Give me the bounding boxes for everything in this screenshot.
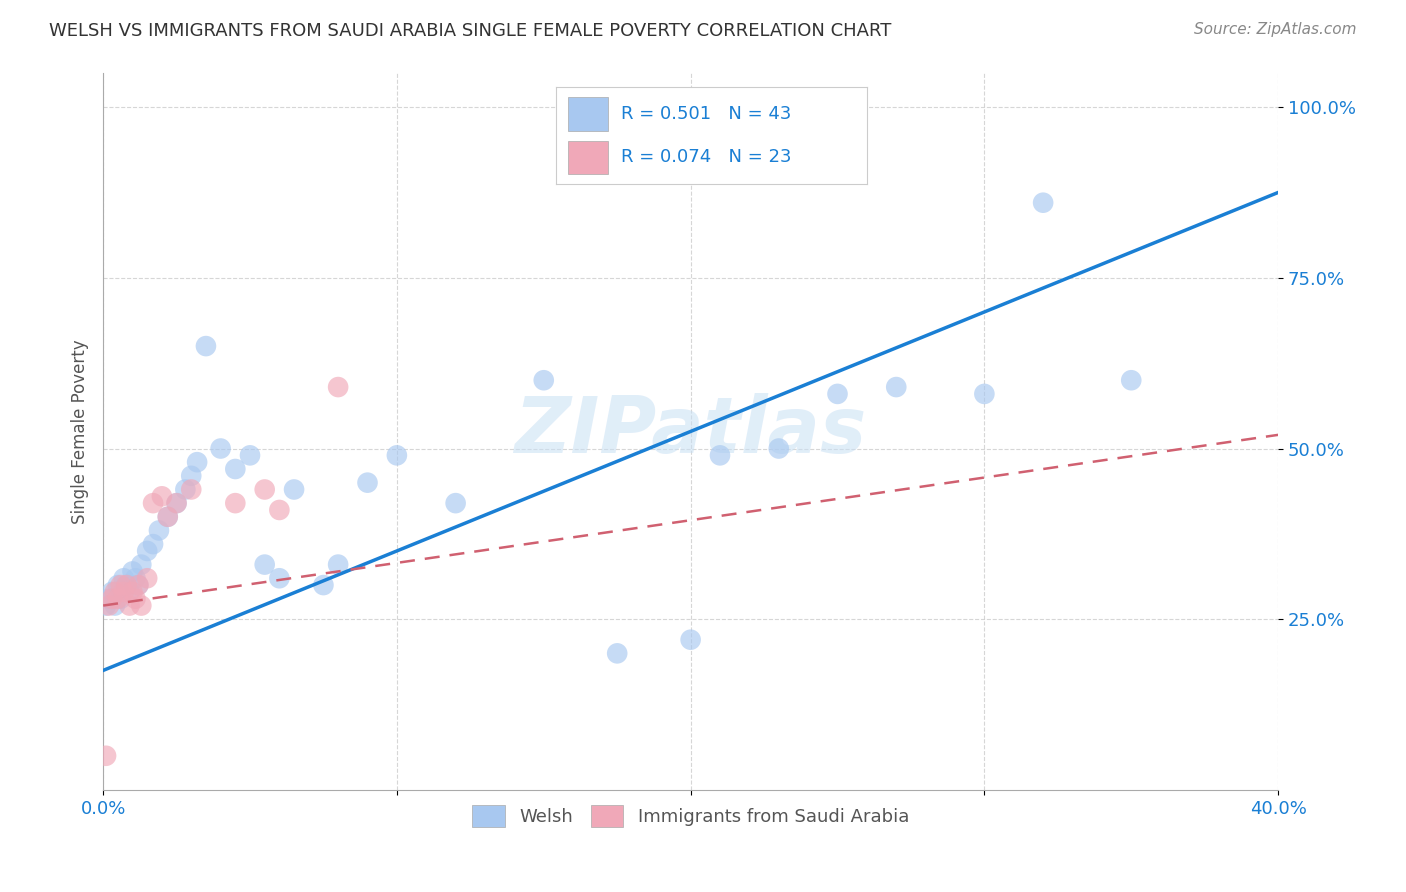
Point bbox=[326, 558, 349, 572]
Point bbox=[124, 591, 146, 606]
Point bbox=[98, 599, 121, 613]
Point bbox=[444, 496, 467, 510]
Point bbox=[131, 558, 153, 572]
Point bbox=[253, 483, 276, 497]
Point bbox=[115, 578, 138, 592]
Point bbox=[884, 380, 907, 394]
Point bbox=[283, 483, 305, 497]
Point bbox=[533, 373, 555, 387]
Point bbox=[326, 380, 349, 394]
Point bbox=[112, 585, 135, 599]
Point bbox=[142, 496, 165, 510]
Point bbox=[166, 496, 188, 510]
Point bbox=[127, 578, 149, 592]
Point bbox=[118, 599, 141, 613]
Point bbox=[174, 483, 197, 497]
Point bbox=[156, 509, 179, 524]
Point bbox=[269, 503, 291, 517]
Point bbox=[269, 571, 291, 585]
Point bbox=[127, 578, 149, 592]
Point bbox=[180, 483, 202, 497]
Point bbox=[110, 591, 132, 606]
Point bbox=[104, 585, 127, 599]
Point bbox=[312, 578, 335, 592]
Point bbox=[118, 585, 141, 599]
Point bbox=[104, 599, 127, 613]
Point bbox=[94, 599, 117, 613]
Point bbox=[94, 748, 117, 763]
Point bbox=[224, 462, 246, 476]
Point bbox=[101, 585, 124, 599]
Point bbox=[136, 544, 159, 558]
Point bbox=[768, 442, 790, 456]
Point bbox=[224, 496, 246, 510]
Y-axis label: Single Female Poverty: Single Female Poverty bbox=[72, 339, 89, 524]
Point bbox=[107, 591, 129, 606]
Legend: Welsh, Immigrants from Saudi Arabia: Welsh, Immigrants from Saudi Arabia bbox=[465, 798, 917, 835]
Point bbox=[385, 448, 408, 462]
Point bbox=[186, 455, 208, 469]
Point bbox=[112, 571, 135, 585]
Point bbox=[131, 599, 153, 613]
Point bbox=[150, 489, 173, 503]
Point bbox=[973, 387, 995, 401]
Point bbox=[115, 578, 138, 592]
Point bbox=[253, 558, 276, 572]
Point bbox=[156, 509, 179, 524]
Point bbox=[709, 448, 731, 462]
Point bbox=[239, 448, 262, 462]
Point bbox=[180, 468, 202, 483]
Text: WELSH VS IMMIGRANTS FROM SAUDI ARABIA SINGLE FEMALE POVERTY CORRELATION CHART: WELSH VS IMMIGRANTS FROM SAUDI ARABIA SI… bbox=[49, 22, 891, 40]
Point bbox=[124, 571, 146, 585]
Point bbox=[194, 339, 217, 353]
Point bbox=[136, 571, 159, 585]
Point bbox=[166, 496, 188, 510]
Point bbox=[110, 578, 132, 592]
Point bbox=[679, 632, 702, 647]
Point bbox=[356, 475, 378, 490]
Point bbox=[148, 524, 170, 538]
Point bbox=[98, 591, 121, 606]
Point bbox=[827, 387, 849, 401]
Point bbox=[209, 442, 232, 456]
Text: ZIPatlas: ZIPatlas bbox=[515, 393, 866, 469]
Text: Source: ZipAtlas.com: Source: ZipAtlas.com bbox=[1194, 22, 1357, 37]
Point bbox=[1121, 373, 1143, 387]
Point bbox=[121, 585, 143, 599]
Point bbox=[121, 565, 143, 579]
Point bbox=[142, 537, 165, 551]
Point bbox=[101, 591, 124, 606]
Point bbox=[107, 578, 129, 592]
Point bbox=[1032, 195, 1054, 210]
Point bbox=[606, 646, 628, 660]
